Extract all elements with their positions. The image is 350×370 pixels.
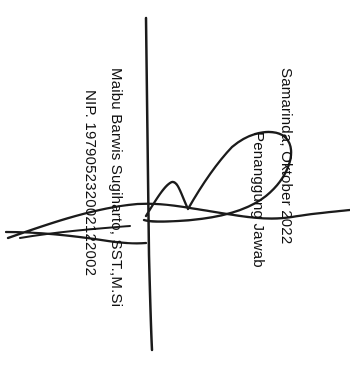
signatory-role: Penanggung Jawab xyxy=(250,132,267,268)
signatory-nip: NIP. 197905232002122002 xyxy=(82,90,99,277)
signature-place-date: Samarinda, Oktober 2022 xyxy=(278,68,295,245)
signatory-name: Maibu Barwis Sugiharto, SST.,M.Si xyxy=(108,68,125,308)
